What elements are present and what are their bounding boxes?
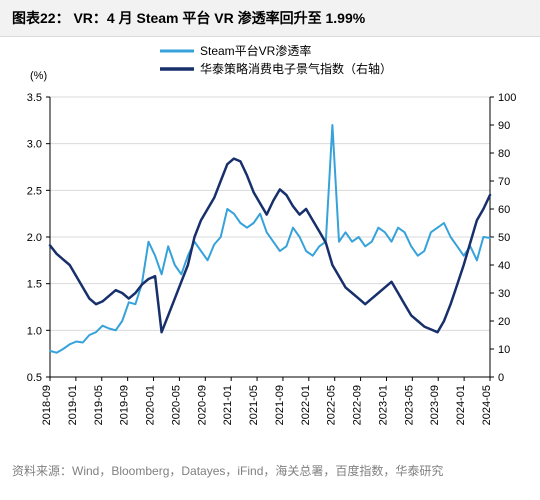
svg-text:2021-01: 2021-01	[222, 385, 234, 425]
svg-text:30: 30	[498, 288, 510, 300]
svg-text:2019-09: 2019-09	[119, 385, 131, 425]
svg-text:90: 90	[498, 120, 510, 132]
chart-title: 图表22： VR：4 月 Steam 平台 VR 渗透率回升至 1.99%	[12, 8, 528, 28]
legend-label: 华泰策略消费电子景气指数（右轴）	[200, 61, 392, 76]
svg-text:2021-05: 2021-05	[248, 385, 260, 425]
svg-text:2021-09: 2021-09	[274, 385, 286, 425]
svg-text:2019-01: 2019-01	[67, 385, 79, 425]
svg-text:60: 60	[498, 204, 510, 216]
svg-text:0: 0	[498, 372, 504, 384]
svg-text:2022-05: 2022-05	[326, 385, 338, 425]
svg-text:2020-09: 2020-09	[196, 385, 208, 425]
svg-text:10: 10	[498, 344, 510, 356]
svg-text:100: 100	[498, 92, 516, 104]
svg-text:1.0: 1.0	[27, 325, 42, 337]
svg-text:40: 40	[498, 260, 510, 272]
svg-text:2024-05: 2024-05	[481, 385, 493, 425]
svg-text:2023-01: 2023-01	[377, 385, 389, 425]
svg-text:50: 50	[498, 232, 510, 244]
svg-text:3.0: 3.0	[27, 139, 42, 151]
chart-area: 0.5 1.0 1.5 2.0 2.5 3.0 3.5 (%) 0 10 20 30 40 50 60 70 8…	[0, 37, 540, 457]
svg-text:2.0: 2.0	[27, 232, 42, 244]
chart-svg: 0.5 1.0 1.5 2.0 2.5 3.0 3.5 (%) 0 10 20 30 40 50 60 70 8…	[0, 37, 540, 457]
svg-text:20: 20	[498, 316, 510, 328]
svg-text:2023-09: 2023-09	[429, 385, 441, 425]
svg-text:3.5: 3.5	[27, 92, 42, 104]
svg-text:70: 70	[498, 176, 510, 188]
legend-label: Steam平台VR渗透率	[200, 43, 311, 58]
svg-text:2018-09: 2018-09	[41, 385, 53, 425]
svg-text:2020-05: 2020-05	[170, 385, 182, 425]
svg-text:0.5: 0.5	[27, 372, 42, 384]
svg-text:2.5: 2.5	[27, 185, 42, 197]
series-line	[50, 125, 490, 353]
series-line	[50, 159, 490, 333]
svg-text:2020-01: 2020-01	[145, 385, 157, 425]
svg-text:2022-09: 2022-09	[352, 385, 364, 425]
chart-title-bar: 图表22： VR：4 月 Steam 平台 VR 渗透率回升至 1.99%	[0, 0, 540, 37]
svg-text:2024-01: 2024-01	[455, 385, 467, 425]
svg-text:2023-05: 2023-05	[403, 385, 415, 425]
source-line: 资料来源：Wind，Bloomberg，Datayes，iFind，海关总署，百…	[0, 457, 540, 480]
svg-text:2019-05: 2019-05	[93, 385, 105, 425]
svg-text:1.5: 1.5	[27, 279, 42, 291]
svg-text:2022-01: 2022-01	[300, 385, 312, 425]
svg-text:80: 80	[498, 148, 510, 160]
svg-text:(%): (%)	[30, 70, 47, 82]
